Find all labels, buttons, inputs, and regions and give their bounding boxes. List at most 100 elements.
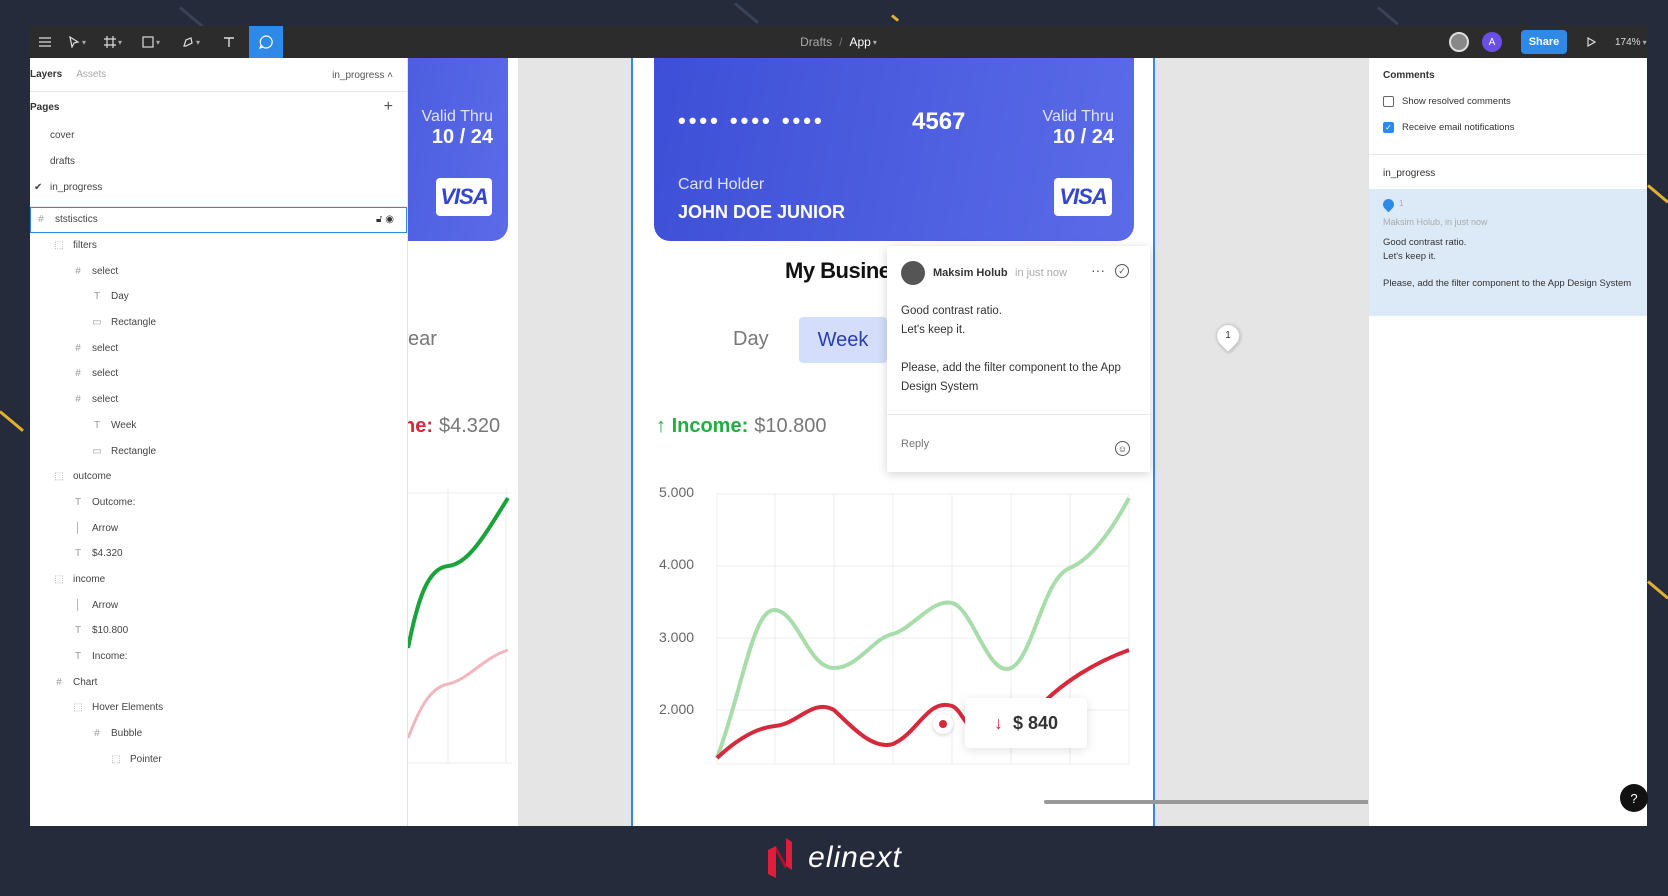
avatar[interactable] [1449, 32, 1469, 52]
layer-item[interactable]: T Week [30, 413, 407, 439]
valid-thru-label: Valid Thru [421, 108, 493, 125]
comment-line: Please, add the filter component to the … [901, 362, 1121, 393]
layer-item[interactable]: ⬚ Hover Elements [30, 695, 407, 721]
text-icon: T [74, 548, 82, 560]
figma-window: ▾ ▾ ▾ ▾ Drafts / App ▾ A Share 174% ▾ [30, 26, 1647, 826]
layer-item[interactable]: # Chart [30, 669, 407, 695]
text-tool-button[interactable] [212, 26, 246, 58]
reply-input[interactable] [901, 438, 1101, 450]
page-item-in-progress[interactable]: ✔ in_progress [30, 174, 407, 200]
layer-label: $10.800 [92, 625, 129, 637]
more-icon[interactable]: ··· [1091, 262, 1105, 278]
move-tool-button[interactable]: ▾ [60, 26, 94, 58]
credit-card: •••• •••• •••• 4567 Valid Thru 10 / 24 C… [654, 58, 1134, 241]
comment-pin-icon [1380, 196, 1397, 213]
check-icon: ✔ [34, 181, 43, 193]
main-menu-button[interactable] [30, 26, 60, 58]
thread-meta: Maksim Holub, in just now [1383, 217, 1488, 227]
present-button[interactable] [1586, 26, 1596, 58]
tab-layers[interactable]: Layers [30, 69, 63, 80]
layer-label: Hover Elements [92, 702, 164, 714]
avatar [901, 261, 925, 285]
cursor-icon [69, 36, 80, 48]
page-item-drafts[interactable]: drafts [30, 148, 407, 174]
outcome-chart [408, 488, 513, 764]
group-icon: ⬚ [54, 471, 64, 483]
layer-label: select [92, 368, 119, 380]
text-icon: T [93, 291, 101, 303]
layers-list: # ststisctics 🔓︎ ◉ ⬚ filters # select T Day ▭ Rect… [30, 207, 407, 772]
layer-item[interactable]: ⬚ filters [30, 233, 407, 259]
layer-label: select [92, 394, 119, 406]
comment-popup: Maksim Holub in just now ··· ✓ Good cont… [887, 246, 1150, 472]
frame-icon: # [38, 214, 44, 226]
eye-icon[interactable]: ◉ [385, 214, 394, 226]
filter-week[interactable]: Week [799, 317, 887, 363]
avatar-initial[interactable]: A [1482, 32, 1502, 52]
layer-label: Pointer [130, 753, 162, 765]
help-button[interactable]: ? [1620, 784, 1648, 812]
page-item-cover[interactable]: cover [30, 122, 407, 148]
layer-item[interactable]: │ Arrow [30, 592, 407, 618]
layer-item[interactable]: T Day [30, 284, 407, 310]
layer-item[interactable]: ⬚ Pointer [30, 746, 407, 772]
zoom-level: 174% [1615, 36, 1641, 48]
add-page-icon[interactable]: + [383, 98, 393, 115]
income-outcome-chart [715, 493, 1131, 765]
layer-item[interactable]: ⬚ outcome [30, 464, 407, 490]
card-valid-thru: Valid Thru 10 / 24 [408, 108, 493, 149]
layer-item[interactable]: # ststisctics 🔓︎ ◉ [30, 207, 407, 233]
show-resolved-checkbox[interactable]: Show resolved comments [1383, 96, 1511, 107]
layer-item[interactable]: # Bubble [30, 721, 407, 747]
share-button[interactable]: Share [1521, 30, 1567, 54]
layer-item[interactable]: ▭ Rectangle [30, 438, 407, 464]
group-icon: ⬚ [73, 702, 83, 714]
tab-assets[interactable]: Assets [76, 69, 107, 80]
chevron-down-icon[interactable]: ▾ [872, 37, 877, 47]
layer-item[interactable]: │ Arrow [30, 515, 407, 541]
layer-label: outcome [73, 471, 112, 483]
layers-panel: Layers Assets in_progress ˄ Pages + cove… [30, 58, 408, 826]
layer-item[interactable]: T Outcome: [30, 490, 407, 516]
page-label: cover [50, 129, 75, 141]
horizontal-scrollbar[interactable] [1044, 800, 1368, 804]
zoom-dropdown[interactable]: 174% ▾ [1615, 36, 1647, 48]
frame-tool-button[interactable]: ▾ [96, 26, 130, 58]
layer-item[interactable]: # select [30, 387, 407, 413]
filter-day[interactable]: Day [733, 328, 769, 350]
thread-body: Good contrast ratio. Let's keep it. Plea… [1383, 236, 1647, 290]
chevron-up-icon: ˄ [387, 70, 393, 81]
breadcrumb-parent[interactable]: Drafts [800, 35, 833, 49]
layer-item[interactable]: # select [30, 258, 407, 284]
page-select[interactable]: in_progress ˄ [332, 70, 393, 81]
layer-item[interactable]: T Income: [30, 644, 407, 670]
resolve-icon[interactable]: ✓ [1115, 264, 1129, 278]
comment-tool-button[interactable] [249, 26, 283, 58]
chart-bubble: ↓ $ 840 [965, 698, 1087, 748]
pages-list: cover drafts ✔ in_progress [30, 122, 407, 207]
play-icon [1587, 37, 1596, 47]
comment-line: Good contrast ratio. [901, 305, 1002, 317]
comment-thread[interactable]: 1 Maksim Holub, in just now Good contras… [1369, 189, 1647, 316]
pen-tool-button[interactable]: ▾ [174, 26, 208, 58]
checkbox-label: Show resolved comments [1402, 96, 1511, 107]
shape-tool-button[interactable]: ▾ [134, 26, 168, 58]
chart-pointer [933, 714, 953, 734]
layer-item[interactable]: # select [30, 335, 407, 361]
layer-item[interactable]: T $10.800 [30, 618, 407, 644]
lock-icon[interactable]: 🔓︎ [376, 214, 386, 226]
layer-item[interactable]: ▭ Rectangle [30, 310, 407, 336]
layer-item[interactable]: T $4.320 [30, 541, 407, 567]
thread-line: Let's keep it. [1383, 250, 1437, 262]
layer-item[interactable]: # select [30, 361, 407, 387]
filter-year-partial[interactable]: ear [408, 328, 437, 350]
layer-label: select [92, 265, 119, 277]
comment-pin[interactable]: 1 [1211, 319, 1245, 353]
frame-icon: # [75, 368, 81, 380]
layer-label: Rectangle [111, 317, 157, 329]
email-notifications-checkbox[interactable]: ✓ Receive email notifications [1383, 122, 1514, 133]
emoji-icon[interactable]: ☺ [1115, 441, 1130, 456]
layer-item[interactable]: ⬚ income [30, 567, 407, 593]
frame-outcome-preview[interactable]: Valid Thru 10 / 24 VISA ear ne: $4.320 [408, 58, 518, 826]
file-name[interactable]: App [849, 35, 871, 49]
